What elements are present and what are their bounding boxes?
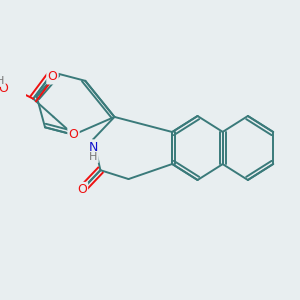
Text: O: O	[69, 128, 78, 141]
Text: H: H	[89, 152, 98, 162]
Text: O: O	[47, 70, 57, 83]
Text: O: O	[77, 183, 87, 196]
Text: H: H	[0, 76, 4, 86]
Text: N: N	[89, 141, 98, 154]
Text: O: O	[0, 82, 9, 95]
